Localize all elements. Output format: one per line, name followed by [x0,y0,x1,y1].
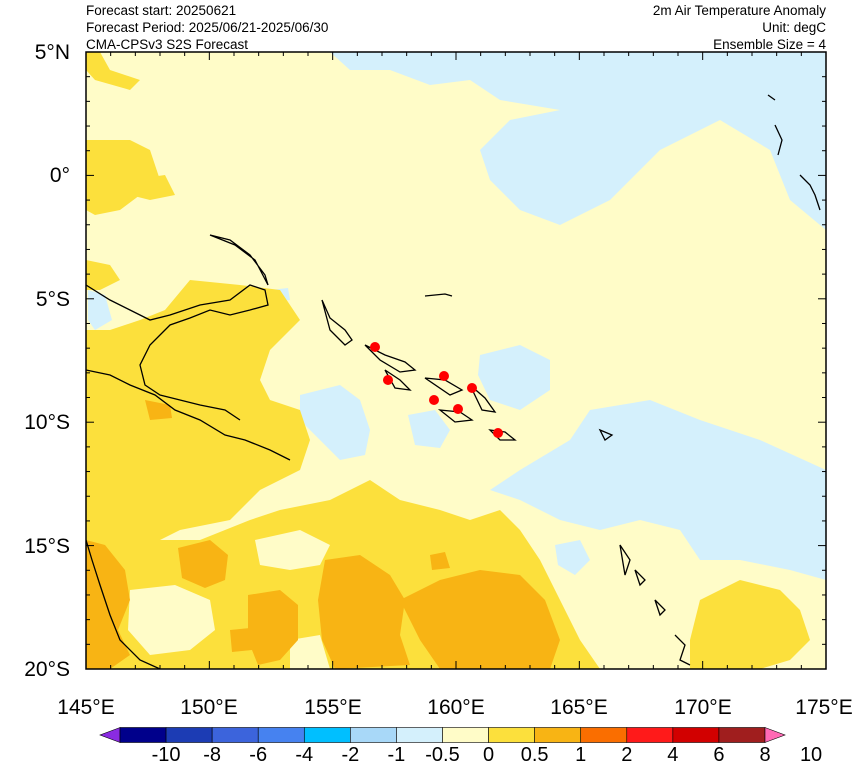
ensemble-size: Ensemble Size = 4 [713,37,826,52]
forecast-period: Forecast Period: 2025/06/21-2025/06/30 [86,20,329,35]
guadalcanal [437,409,474,423]
coastlines [86,94,821,669]
variable-title: 2m Air Temperature Anomaly [652,3,826,18]
lat-label-20s: 20°S [24,658,70,681]
colorbar-box [626,727,674,743]
new-guinea-coast [86,284,269,421]
colorbar-label: -6 [249,744,268,766]
unit-label: Unit: degC [762,20,826,35]
colorbar-label: 0.5 [520,744,549,766]
colorbar-box [165,727,213,743]
colorbar-label: 10 [799,744,823,766]
lon-label-160e: 160°E [427,696,485,719]
colorbar-label: 6 [713,744,725,766]
colorbar-box [672,727,720,743]
station-marker [383,375,393,385]
colorbar-label: 1 [575,744,587,766]
lat-label-10s: 10°S [24,411,70,434]
colorbar-box [718,727,766,743]
santa-isabel [424,377,464,396]
santa-cruz [598,428,614,441]
tuvalu-atoll [799,174,821,211]
colorbar-label: 8 [759,744,771,766]
negative-anomaly-areas [88,52,826,669]
vanuatu-1 [619,544,631,576]
lon-label-155e: 155°E [304,696,362,719]
colorbar-box [119,727,167,743]
new-guinea-south-coast [86,369,291,461]
colorbar-label: -1 [387,744,406,766]
colorbar-box [257,727,305,743]
colorbar-box [350,727,397,743]
station-marker [370,342,380,352]
vanuatu-3 [654,599,666,617]
station-marker [493,428,503,438]
colorbar-box [396,727,443,743]
bougainville [321,299,353,346]
lon-label-170e: 170°E [674,696,732,719]
colorbar-label: -0.5 [425,744,460,766]
colorbar-label: 4 [667,744,679,766]
malaita [469,384,497,413]
colorbar-label: -4 [295,744,314,766]
colorbar-arrow-high [764,727,786,743]
choiseul [364,344,417,373]
lat-label-5n: 5°N [34,41,70,64]
lat-label-5s: 5°S [35,288,70,311]
colorbar-box [534,727,582,743]
vanuatu-4 [674,634,691,666]
colorbar-label: 0 [483,744,495,766]
lat-label-0: 0° [49,164,70,187]
station-marker [453,404,463,414]
lon-label-145e: 145°E [57,696,115,719]
station-markers [370,342,503,438]
model-name: CMA-CPSv3 S2S Forecast [86,37,249,52]
axis-ticks [85,51,827,670]
colorbar-box [211,727,259,743]
vanuatu-2 [634,569,646,587]
anomaly-field [86,52,826,669]
colorbar [99,727,786,743]
lon-label-150e: 150°E [180,696,238,719]
station-marker [429,395,439,405]
header-right: 2m Air Temperature Anomaly Unit: degC En… [653,2,826,53]
lat-label-15s: 15°S [24,535,70,558]
colorbar-label: -8 [203,744,222,766]
station-marker [439,371,449,381]
nauru [767,94,776,101]
station-marker [467,383,477,393]
colorbar-box [580,727,628,743]
new-britain [209,234,269,286]
colorbar-label: -10 [151,744,181,766]
ontong-java [424,293,453,297]
colorbar-box [303,727,351,743]
header-left: Forecast start: 20250621 Forecast Period… [86,2,328,53]
colorbar-arrow-low [99,727,121,743]
lon-label-175e: 175°E [795,696,853,719]
colorbar-box [442,727,489,743]
colorbar-label: 2 [621,744,633,766]
colorbar-box [488,727,535,743]
near-zero-holes [128,530,330,669]
kiribati-atoll [774,124,783,156]
forecast-start: Forecast start: 20250621 [86,3,237,18]
colorbar-label: -2 [341,744,360,766]
strong-warm-areas [86,400,560,669]
lon-label-165e: 165°E [550,696,608,719]
australia-coast [86,539,161,669]
